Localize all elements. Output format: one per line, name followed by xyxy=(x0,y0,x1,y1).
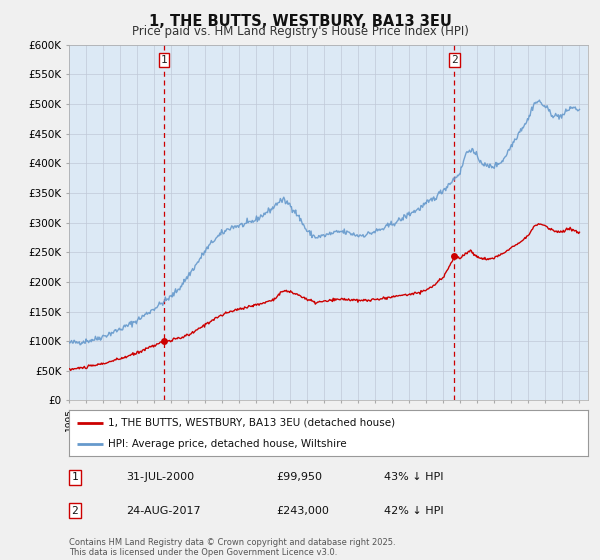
Text: 1: 1 xyxy=(71,472,79,482)
Text: HPI: Average price, detached house, Wiltshire: HPI: Average price, detached house, Wilt… xyxy=(108,438,347,449)
Text: 1, THE BUTTS, WESTBURY, BA13 3EU: 1, THE BUTTS, WESTBURY, BA13 3EU xyxy=(149,14,451,29)
Text: 1, THE BUTTS, WESTBURY, BA13 3EU (detached house): 1, THE BUTTS, WESTBURY, BA13 3EU (detach… xyxy=(108,418,395,428)
Text: 24-AUG-2017: 24-AUG-2017 xyxy=(126,506,200,516)
Text: 31-JUL-2000: 31-JUL-2000 xyxy=(126,472,194,482)
Text: 2: 2 xyxy=(451,55,458,64)
Text: This data is licensed under the Open Government Licence v3.0.: This data is licensed under the Open Gov… xyxy=(69,548,337,557)
Text: Price paid vs. HM Land Registry's House Price Index (HPI): Price paid vs. HM Land Registry's House … xyxy=(131,25,469,38)
Text: 2: 2 xyxy=(71,506,79,516)
Text: 1: 1 xyxy=(161,55,167,64)
Text: 42% ↓ HPI: 42% ↓ HPI xyxy=(384,506,443,516)
Text: £99,950: £99,950 xyxy=(276,472,322,482)
Text: 43% ↓ HPI: 43% ↓ HPI xyxy=(384,472,443,482)
Text: Contains HM Land Registry data © Crown copyright and database right 2025.: Contains HM Land Registry data © Crown c… xyxy=(69,538,395,547)
Text: £243,000: £243,000 xyxy=(276,506,329,516)
